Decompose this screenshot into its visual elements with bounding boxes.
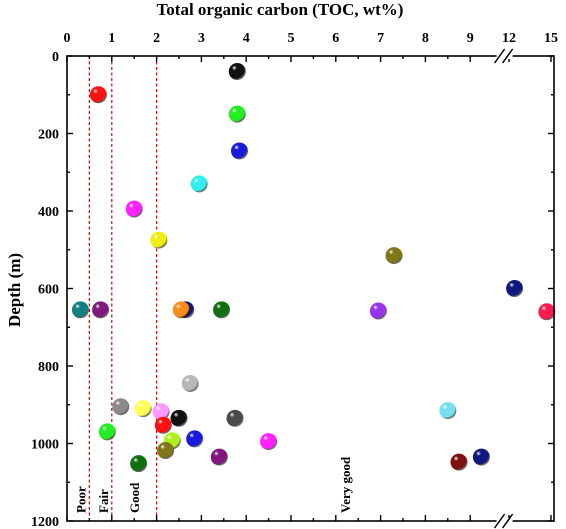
y-tick-label: 400 xyxy=(38,205,59,220)
y-tick-label: 800 xyxy=(38,360,59,375)
x-tick-label: 12 xyxy=(502,31,516,46)
zone-label: Poor xyxy=(73,486,88,513)
x-axis-title: Total organic carbon (TOC, wt%) xyxy=(157,0,404,19)
data-point xyxy=(506,280,523,297)
data-point xyxy=(112,398,129,415)
data-point xyxy=(155,417,172,434)
data-point xyxy=(92,301,109,318)
y-tick-label: 0 xyxy=(52,50,59,65)
x-tick-label: 9 xyxy=(467,31,474,46)
data-point xyxy=(173,301,190,318)
data-point xyxy=(538,303,555,320)
y-tick-label: 1000 xyxy=(31,438,59,453)
data-point xyxy=(171,410,188,427)
data-point xyxy=(135,400,152,417)
data-point xyxy=(213,301,230,318)
y-tick-label: 600 xyxy=(38,283,59,298)
x-tick-label: 2 xyxy=(153,31,160,46)
x-tick-label: 6 xyxy=(332,31,339,46)
data-point xyxy=(211,449,228,466)
data-point xyxy=(229,106,246,123)
x-tick-label: 7 xyxy=(377,31,384,46)
data-point xyxy=(386,247,403,264)
data-point xyxy=(130,455,147,472)
x-tick-label: 8 xyxy=(422,31,429,46)
zone-label: Very good xyxy=(338,456,353,513)
data-point xyxy=(182,375,199,392)
data-point xyxy=(72,301,89,318)
data-points xyxy=(72,63,555,472)
x-tick-label: 5 xyxy=(288,31,295,46)
data-point xyxy=(229,63,246,80)
zone-label: Good xyxy=(127,482,142,513)
x-tick-label: 0 xyxy=(64,31,71,46)
data-point xyxy=(126,201,143,218)
zone-label: Fair xyxy=(96,489,111,513)
data-point xyxy=(150,232,167,249)
x-tick-label: 15 xyxy=(544,31,558,46)
data-point xyxy=(473,449,490,466)
y-axis-title: Depth (m) xyxy=(5,253,24,327)
data-point xyxy=(191,175,208,192)
data-point xyxy=(90,86,107,103)
data-point xyxy=(439,402,456,419)
data-point xyxy=(451,454,468,471)
y-tick-label: 200 xyxy=(38,128,59,143)
data-point xyxy=(186,430,203,447)
data-point xyxy=(157,442,174,459)
data-point xyxy=(99,423,116,440)
reference-lines xyxy=(89,56,156,521)
data-point xyxy=(227,410,244,427)
zone-labels: Poor Fair Good Very good xyxy=(73,456,352,513)
data-point xyxy=(231,142,248,159)
x-tick-label: 4 xyxy=(243,31,250,46)
x-tick-label: 1 xyxy=(108,31,115,46)
data-point xyxy=(260,433,277,450)
data-point xyxy=(370,302,387,319)
y-tick-label: 1200 xyxy=(31,515,59,529)
x-tick-label: 3 xyxy=(198,31,205,46)
